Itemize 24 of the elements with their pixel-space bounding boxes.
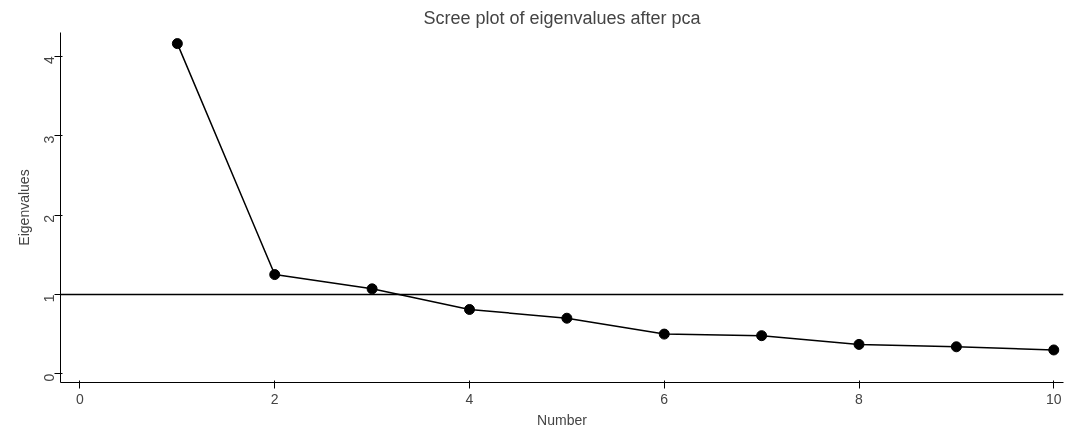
point — [658, 328, 670, 340]
chart-title: Scree plot of eigenvalues after pca — [423, 7, 702, 28]
x-tick-label: 6 — [660, 390, 669, 407]
y-tick-label: 3 — [41, 135, 58, 144]
x-tick-label: 10 — [1045, 390, 1062, 407]
point — [269, 269, 281, 281]
x-tick-label: 2 — [270, 390, 279, 407]
x-tick-label: 4 — [465, 390, 474, 407]
y-tick-label: 2 — [41, 214, 58, 223]
x-axis-title: Number — [537, 411, 588, 428]
y-tick-label: 0 — [41, 373, 58, 382]
point — [171, 38, 183, 50]
y-tick-label: 4 — [41, 56, 58, 65]
point — [853, 338, 865, 350]
x-tick-label: 8 — [855, 390, 864, 407]
y-axis-title: Eigenvalues — [15, 169, 32, 246]
point — [463, 303, 475, 315]
y-tick-label: 1 — [41, 294, 58, 303]
point — [950, 341, 962, 353]
x-tick-label: 0 — [76, 390, 85, 407]
point — [1048, 344, 1060, 356]
point — [366, 283, 378, 295]
point — [756, 330, 768, 342]
point — [561, 312, 573, 324]
